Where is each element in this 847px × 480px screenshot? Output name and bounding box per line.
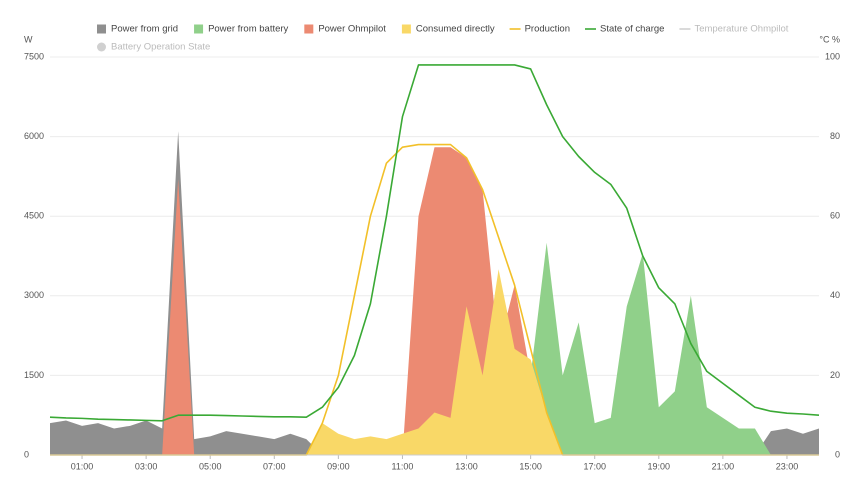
legend-label: Power from battery xyxy=(208,24,288,35)
line xyxy=(49,64,820,422)
y-tick-label: 6000 xyxy=(24,131,44,141)
legend-item: Consumed directly xyxy=(401,24,495,35)
y2-tick-label: 20 xyxy=(830,370,840,380)
y-tick-label: 3000 xyxy=(24,290,44,300)
legend-label: Battery Operation State xyxy=(111,42,210,53)
legend-label: Temperature Ohmpilot xyxy=(694,24,788,35)
y-tick-label: 7500 xyxy=(24,51,44,61)
y2-tick-label: 0 xyxy=(835,449,840,459)
legend-item: Power Ohmpilot xyxy=(304,24,386,35)
legend-label: Production xyxy=(525,24,570,35)
x-tick-label: 15:00 xyxy=(519,461,542,471)
legend-label: State of charge xyxy=(600,24,664,35)
y-axis-label: W xyxy=(24,34,33,44)
y-tick-label: 0 xyxy=(24,449,29,459)
x-tick-label: 21:00 xyxy=(712,461,735,471)
y2-tick-label: 80 xyxy=(830,131,840,141)
x-tick-label: 05:00 xyxy=(199,461,222,471)
x-tick-label: 01:00 xyxy=(71,461,94,471)
y2-tick-label: 60 xyxy=(830,211,840,221)
area xyxy=(50,147,819,456)
x-tick-label: 09:00 xyxy=(327,461,350,471)
x-tick-label: 19:00 xyxy=(648,461,671,471)
legend-item: Temperature Ohmpilot xyxy=(679,24,789,35)
y2-tick-label: 100 xyxy=(825,51,840,61)
area xyxy=(50,242,819,455)
y2-axis-label: °C % xyxy=(819,34,840,44)
legend-item: State of charge xyxy=(585,24,664,35)
legend-item: Battery Operation State xyxy=(97,42,210,53)
y-tick-label: 4500 xyxy=(24,211,44,221)
x-tick-label: 03:00 xyxy=(135,461,158,471)
y2-tick-label: 40 xyxy=(830,290,840,300)
x-tick-label: 13:00 xyxy=(455,461,478,471)
legend-item: Power from grid xyxy=(97,24,178,35)
legend-item: Power from battery xyxy=(194,24,289,35)
legend-swatch xyxy=(304,24,314,34)
legend-label: Power from grid xyxy=(111,24,178,35)
legend-label: Consumed directly xyxy=(416,24,495,35)
y-tick-label: 1500 xyxy=(24,370,44,380)
x-tick-label: 17:00 xyxy=(583,461,606,471)
legend-label: Power Ohmpilot xyxy=(318,24,386,35)
legend-swatch xyxy=(194,24,204,34)
legend-swatch xyxy=(97,24,106,34)
legend-item: Production xyxy=(509,24,570,35)
legend-swatch xyxy=(97,42,106,52)
area xyxy=(50,269,819,455)
x-tick-label: 11:00 xyxy=(392,461,414,471)
legend-swatch xyxy=(401,24,411,34)
x-tick-label: 23:00 xyxy=(776,461,799,471)
x-tick-label: 07:00 xyxy=(263,461,286,471)
